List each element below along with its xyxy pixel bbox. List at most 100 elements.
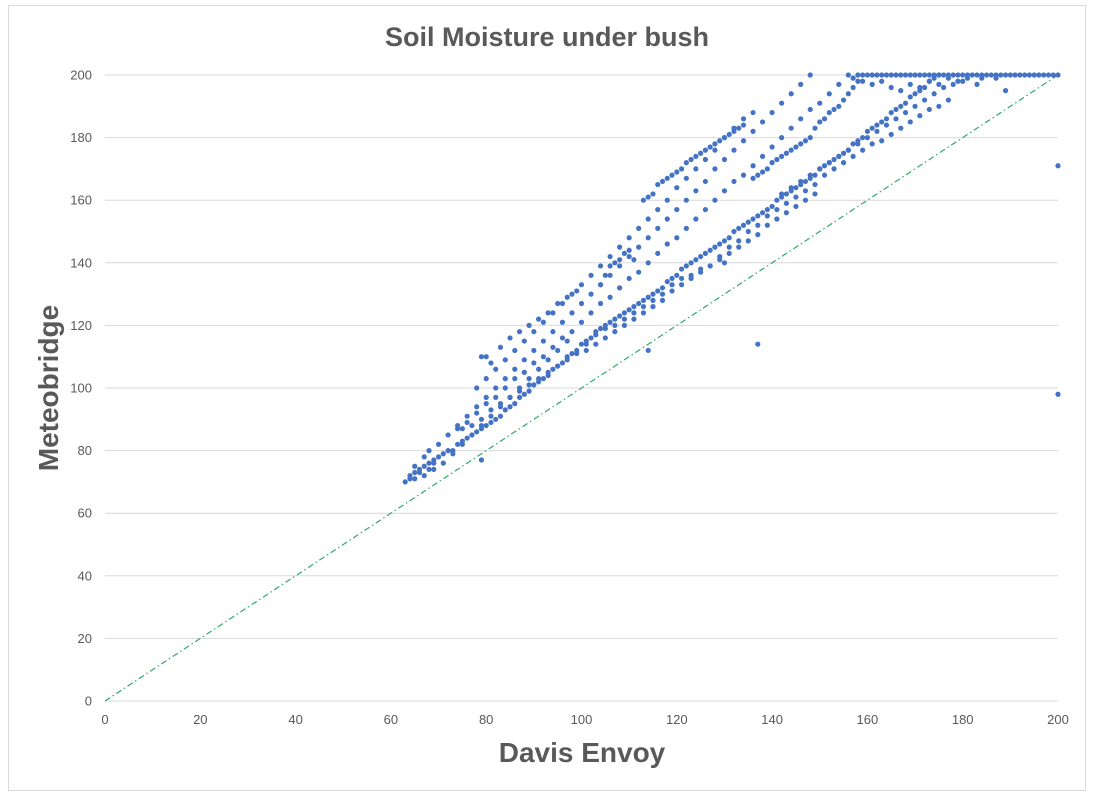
- data-point: [426, 460, 432, 466]
- data-point: [540, 319, 546, 325]
- data-point: [559, 300, 566, 307]
- data-point: [578, 319, 585, 325]
- data-point: [807, 106, 813, 113]
- data-point: [969, 72, 975, 78]
- data-point: [755, 341, 761, 347]
- data-point: [855, 72, 861, 78]
- data-point: [931, 91, 937, 97]
- data-point: [412, 463, 418, 469]
- data-point: [898, 88, 904, 94]
- data-point: [664, 278, 670, 285]
- data-point: [936, 72, 942, 78]
- data-point: [917, 72, 923, 78]
- data-point: [902, 100, 909, 106]
- data-point: [917, 84, 923, 91]
- data-point: [688, 275, 694, 282]
- data-point: [826, 160, 832, 166]
- data-point: [426, 466, 432, 472]
- data-point: [888, 109, 894, 116]
- data-point: [626, 247, 632, 253]
- data-point: [526, 388, 532, 394]
- data-point: [531, 329, 537, 335]
- data-point: [478, 457, 485, 463]
- data-point: [964, 75, 971, 81]
- data-point: [774, 197, 780, 203]
- data-point: [545, 357, 551, 363]
- data-point: [883, 122, 890, 128]
- data-point: [817, 119, 823, 125]
- data-point: [678, 266, 685, 272]
- data-point: [455, 422, 461, 429]
- data-point: [698, 150, 704, 156]
- data-point: [474, 429, 480, 435]
- data-point: [569, 329, 575, 335]
- data-point: [726, 235, 732, 241]
- data-point: [826, 109, 832, 116]
- data-point: [764, 206, 770, 213]
- data-point: [874, 128, 880, 134]
- data-point: [645, 194, 651, 200]
- data-point: [907, 94, 913, 100]
- data-point: [783, 191, 789, 197]
- y-tick-label-80: 80: [78, 443, 92, 458]
- data-point: [612, 329, 618, 335]
- data-point: [483, 401, 489, 407]
- data-point: [693, 188, 699, 194]
- data-point: [807, 135, 813, 141]
- data-point: [945, 97, 952, 103]
- data-point: [764, 213, 770, 219]
- data-point: [645, 235, 651, 241]
- data-point: [1055, 72, 1061, 78]
- data-point: [578, 341, 585, 347]
- data-point: [674, 272, 680, 278]
- data-point: [736, 244, 742, 250]
- data-point: [655, 225, 661, 231]
- data-point: [516, 394, 523, 400]
- data-point: [888, 131, 894, 138]
- data-point: [626, 275, 632, 282]
- data-point: [645, 347, 651, 354]
- data-point: [674, 206, 680, 213]
- data-point: [564, 294, 570, 300]
- data-point: [812, 172, 818, 178]
- data-point: [798, 81, 804, 87]
- x-tick-label-180: 180: [952, 712, 974, 727]
- data-point: [702, 250, 708, 257]
- data-point: [836, 153, 842, 159]
- chart-title: Soil Moisture under bush: [385, 22, 709, 52]
- data-point: [693, 257, 699, 263]
- data-point: [731, 178, 737, 185]
- data-point: [597, 263, 604, 269]
- data-point: [840, 150, 847, 156]
- data-point: [521, 391, 527, 397]
- data-point: [555, 363, 561, 369]
- data-point: [488, 360, 494, 366]
- data-point: [669, 275, 675, 282]
- data-point: [907, 81, 913, 87]
- data-point: [726, 244, 732, 250]
- y-tick-label-140: 140: [70, 255, 92, 270]
- data-point: [655, 250, 661, 257]
- data-point: [502, 376, 508, 382]
- data-point: [898, 125, 904, 131]
- data-point: [898, 103, 904, 109]
- data-point: [774, 216, 780, 222]
- data-point: [831, 166, 837, 172]
- data-point: [955, 78, 961, 84]
- data-point: [774, 156, 780, 163]
- data-point: [488, 413, 494, 419]
- data-point: [726, 250, 732, 257]
- data-point: [721, 135, 728, 141]
- data-point: [812, 125, 818, 131]
- data-point: [869, 141, 875, 147]
- data-point: [483, 376, 489, 382]
- data-point: [1041, 72, 1047, 78]
- data-point: [955, 72, 961, 78]
- data-point: [612, 316, 618, 322]
- data-point: [960, 78, 966, 84]
- data-point: [569, 350, 575, 357]
- data-point: [950, 81, 956, 87]
- data-point: [607, 272, 613, 278]
- data-point: [688, 156, 694, 163]
- data-point: [802, 197, 809, 203]
